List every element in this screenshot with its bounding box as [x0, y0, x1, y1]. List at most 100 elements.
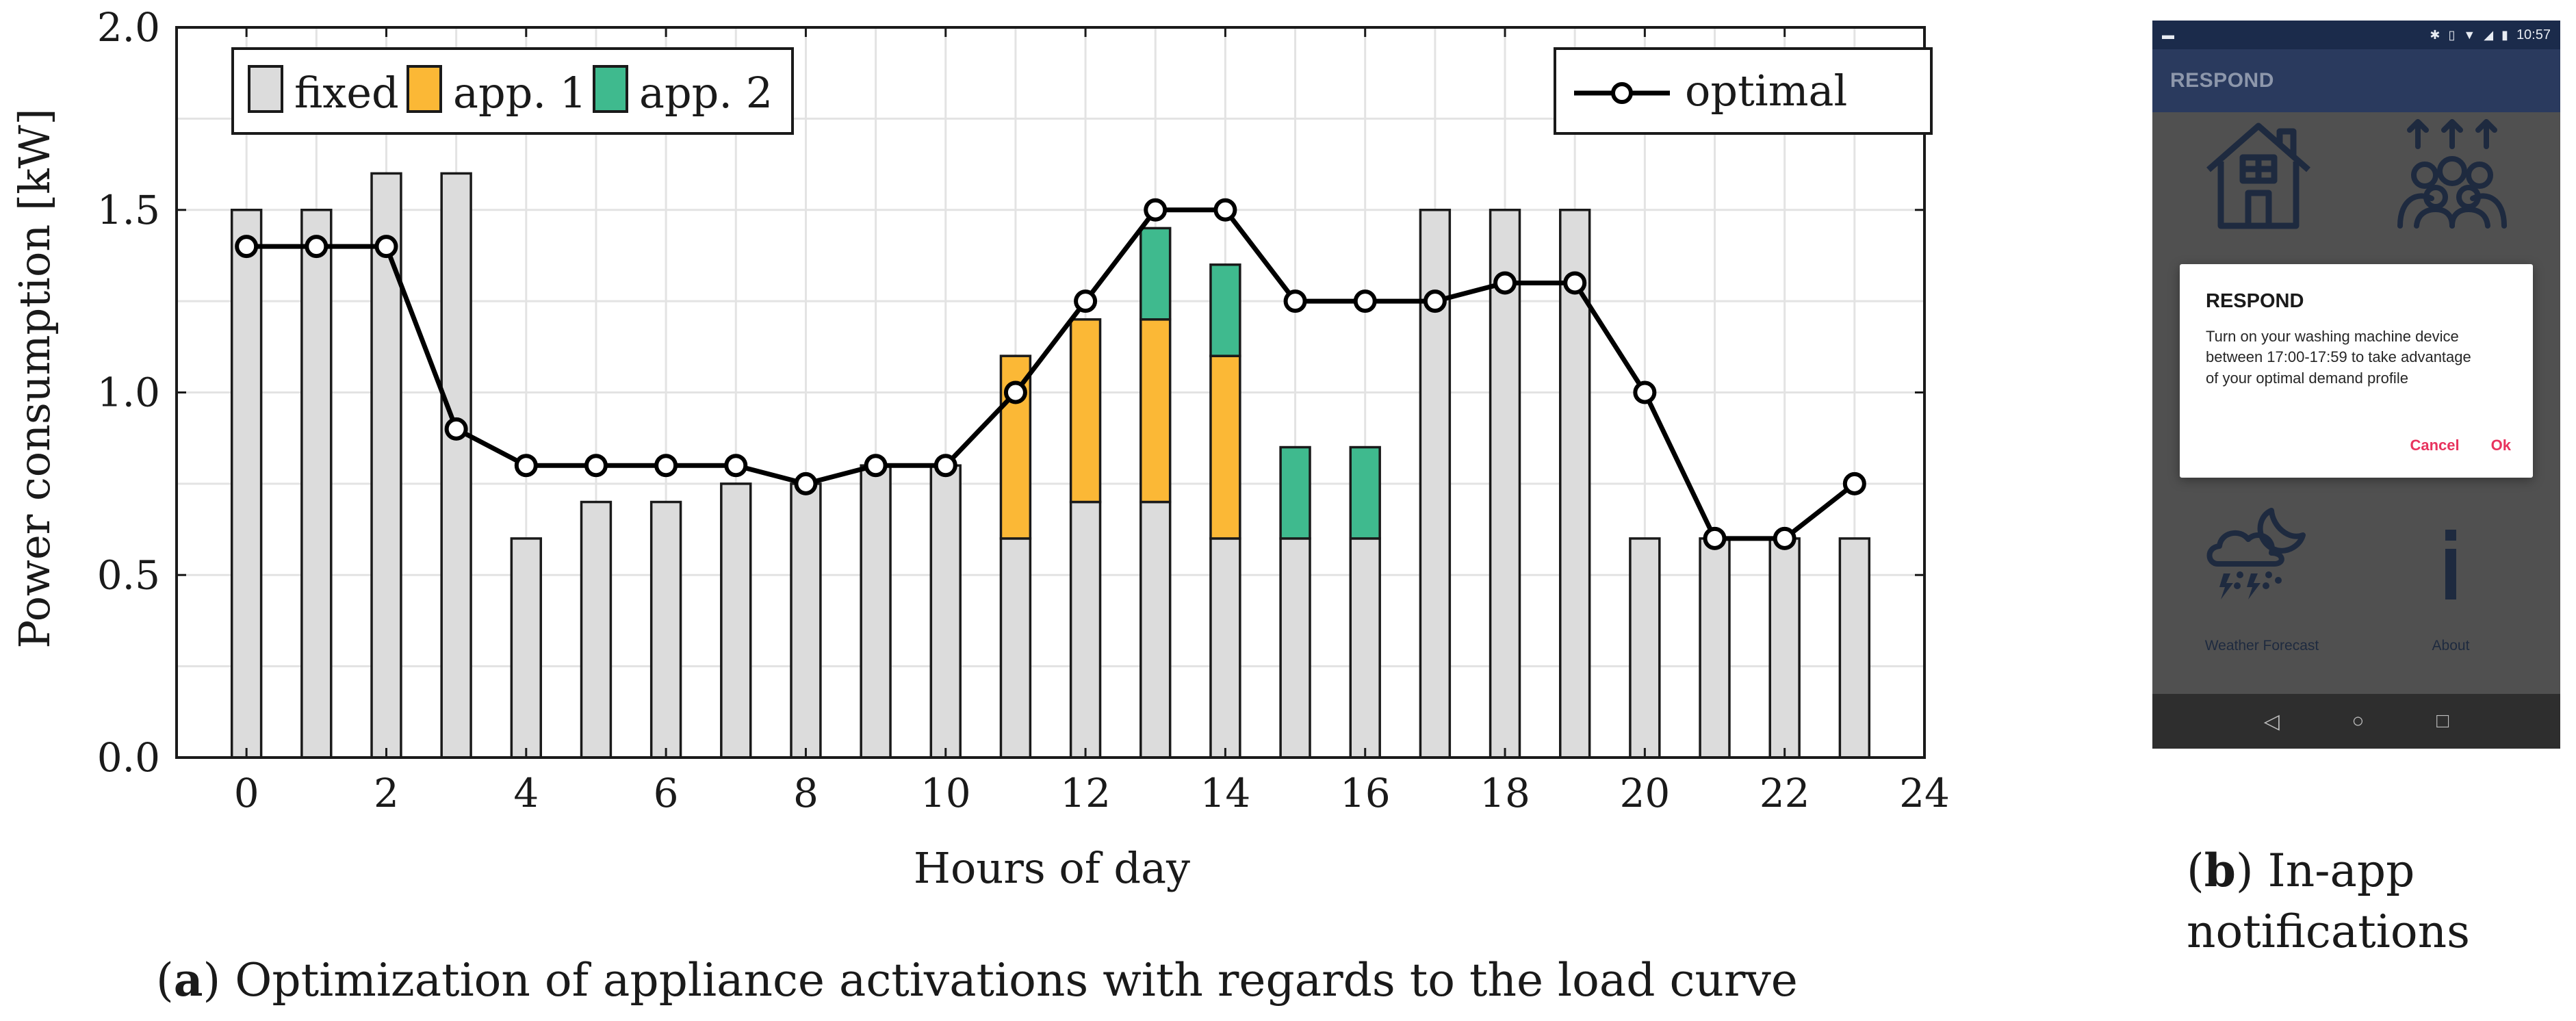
bar-fixed-h4: [510, 537, 543, 759]
optimal-point-h22: [1773, 526, 1796, 550]
weather-tile-label[interactable]: Weather Forecast: [2204, 638, 2319, 654]
y-tick-label: 0.0: [97, 734, 160, 781]
optimal-point-h13: [1144, 198, 1168, 222]
x-axis-ticks: 0 2 4 6 8 10 12 14 16 18 20 22 24: [234, 27, 1950, 816]
caption-b-text: In-app notifications: [2187, 844, 2470, 959]
optimal-line: [235, 198, 1866, 550]
optimal-point-h16: [1353, 289, 1377, 313]
x-tick-label: 0: [234, 770, 259, 816]
caption-b-letter: b: [2204, 844, 2236, 897]
optimal-point-h19: [1563, 271, 1587, 295]
wifi-icon: ▼: [2463, 27, 2476, 42]
optimal-point-h14: [1213, 198, 1237, 222]
legend-line: optimal: [1554, 47, 1933, 135]
optimal-point-h6: [654, 454, 678, 478]
caption-a-letter: a: [173, 953, 203, 1007]
legend-bars: fixed app. 1 app. 2: [231, 47, 794, 135]
caption-b: (b) In-app notifications: [2187, 844, 2470, 959]
chart-grid: [175, 26, 1926, 759]
notification-dialog: RESPOND Turn on your washing machine dev…: [2180, 264, 2533, 478]
x-tick-label: 18: [1480, 770, 1530, 816]
home-icon[interactable]: ○: [2352, 710, 2365, 732]
optimal-point-h18: [1493, 271, 1517, 295]
bar-fixed-h10: [929, 464, 962, 759]
x-tick-label: 8: [793, 770, 819, 816]
weather-icon[interactable]: [2200, 500, 2317, 602]
y-axis-ticks: 0.0 0.5 1.0 1.5 2.0: [97, 4, 1924, 781]
legend-bars-frame: [231, 47, 794, 135]
x-tick-label: 24: [1899, 770, 1950, 816]
x-tick-label: 10: [920, 770, 971, 816]
optimal-point-h15: [1283, 289, 1307, 313]
optimal-point-h5: [584, 454, 608, 478]
bar-fixed-h23: [1838, 537, 1871, 759]
bar-fixed-h0: [230, 209, 263, 759]
app-title: RESPOND: [2170, 69, 2274, 92]
legend-swatch-fixed: [248, 65, 283, 113]
recents-icon[interactable]: □: [2436, 710, 2449, 732]
legend-label-optimal: optimal: [1685, 66, 1847, 116]
bar-fixed-h15: [1279, 537, 1311, 759]
bluetooth-icon: ✱: [2430, 27, 2440, 42]
battery-icon: ▮: [2501, 27, 2508, 42]
bar-fixed-h16: [1349, 537, 1381, 759]
phone-screenshot: ▬ ✱ ▯ ▼ ◢ ▮ 10:57 RESPOND: [2152, 21, 2560, 749]
ok-button[interactable]: Ok: [2490, 437, 2511, 454]
bar-fixed-h21: [1699, 537, 1731, 759]
optimal-point-h9: [864, 454, 888, 478]
legend-line-frame: [1554, 47, 1933, 135]
optimal-point-h23: [1842, 471, 1866, 495]
optimal-point-h21: [1703, 526, 1727, 550]
bar-fixed-h9: [860, 464, 892, 759]
x-tick-label: 6: [654, 770, 679, 816]
x-tick-label: 12: [1060, 770, 1111, 816]
x-axis-label: Hours of day: [914, 843, 1190, 893]
bar-app2-h15: [1279, 445, 1311, 540]
caption-a: (a) Optimization of appliance activation…: [156, 953, 1798, 1007]
back-icon[interactable]: ◁: [2263, 710, 2280, 733]
legend-swatch-app1: [407, 65, 442, 113]
optimal-point-h7: [724, 454, 748, 478]
vibrate-icon: ▯: [2448, 27, 2456, 42]
status-bar: ▬ ✱ ▯ ▼ ◢ ▮ 10:57: [2152, 21, 2560, 49]
chart-bars: [230, 172, 1871, 759]
legend-label-fixed: fixed: [294, 68, 399, 118]
x-tick-label: 16: [1340, 770, 1391, 816]
dialog-actions: Cancel Ok: [2410, 437, 2511, 454]
cancel-button[interactable]: Cancel: [2410, 437, 2460, 454]
signal-icon: ◢: [2484, 27, 2494, 42]
y-tick-label: 1.5: [97, 187, 160, 233]
y-tick-label: 1.0: [97, 370, 160, 416]
bar-fixed-h7: [720, 482, 752, 759]
y-tick-label: 2.0: [97, 4, 160, 51]
bar-fixed-h22: [1768, 537, 1801, 759]
legend-swatch-app2: [593, 65, 628, 113]
optimal-point-h20: [1633, 380, 1657, 404]
optimal-point-h8: [794, 471, 818, 495]
x-tick-label: 4: [513, 770, 539, 816]
about-tile-label[interactable]: About: [2432, 638, 2470, 654]
bar-fixed-h12: [1069, 500, 1102, 759]
optimal-point-h12: [1074, 289, 1098, 313]
bar-fixed-h20: [1629, 537, 1661, 759]
optimal-point-h4: [514, 454, 538, 478]
app-bar: RESPOND: [2152, 49, 2560, 112]
nav-bar: ◁ ○ □: [2152, 694, 2560, 749]
bar-app2-h16: [1349, 445, 1381, 540]
bar-fixed-h13: [1139, 500, 1172, 759]
legend-line-marker: [1611, 82, 1633, 104]
optimal-point-h0: [235, 235, 259, 259]
bar-fixed-h6: [649, 500, 682, 759]
bar-app2-h14: [1209, 263, 1241, 357]
bar-fixed-h18: [1489, 209, 1521, 759]
community-icon[interactable]: [2391, 116, 2514, 233]
legend-label-app2: app. 2: [639, 68, 773, 118]
optimal-polyline: [246, 207, 1856, 541]
info-icon[interactable]: [2436, 527, 2466, 602]
optimal-point-h11: [1003, 380, 1027, 404]
optimal-point-h17: [1423, 289, 1447, 313]
y-axis-label: Power consumption [kW]: [10, 108, 60, 648]
optimal-point-h1: [305, 235, 329, 259]
house-icon[interactable]: [2200, 116, 2317, 233]
